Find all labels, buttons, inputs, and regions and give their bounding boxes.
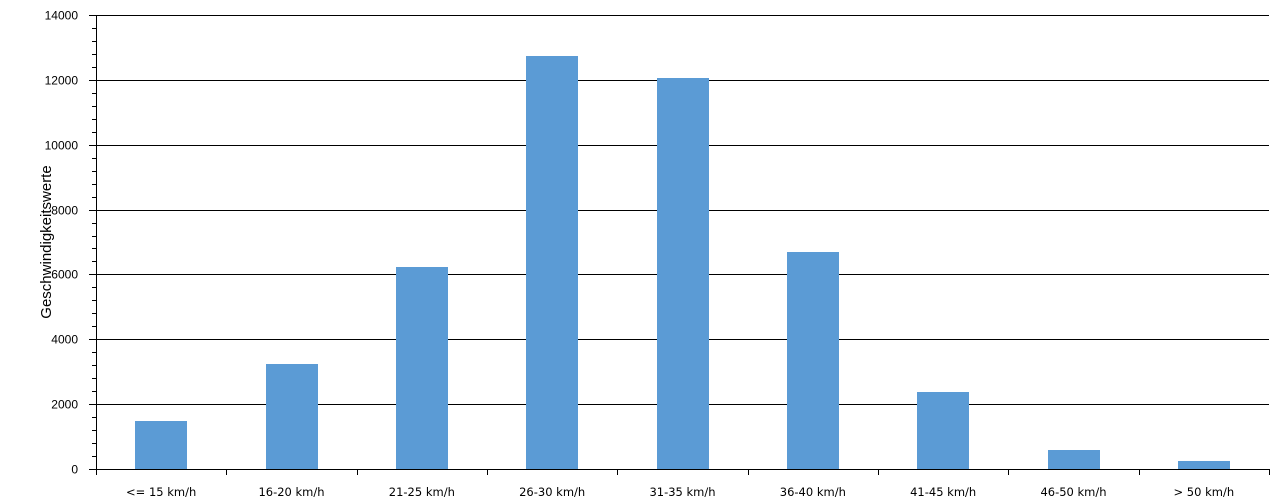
bar <box>787 252 839 469</box>
x-tick-label: 21-25 km/h <box>389 485 455 499</box>
x-tick-label: 31-35 km/h <box>649 485 715 499</box>
x-tick-label: <= 15 km/h <box>126 485 196 499</box>
y-tick-label: 0 <box>71 463 78 477</box>
x-tick-label: 36-40 km/h <box>780 485 846 499</box>
x-tick-label: 26-30 km/h <box>519 485 585 499</box>
bar <box>396 267 448 469</box>
bar <box>917 392 969 469</box>
bar <box>1048 450 1100 469</box>
bar <box>135 421 187 469</box>
x-tick-label: 41-45 km/h <box>910 485 976 499</box>
y-tick-label: 8000 <box>51 204 78 218</box>
bars <box>135 56 1230 469</box>
x-tick-label: 16-20 km/h <box>258 485 324 499</box>
y-tick-label: 2000 <box>51 398 78 412</box>
y-tick-label: 6000 <box>51 268 78 282</box>
x-axis: <= 15 km/h 16-20 km/h 21-25 km/h 26-30 km/h… <box>96 469 1270 499</box>
x-tick-label: 46-50 km/h <box>1040 485 1106 499</box>
x-tick-label: > 50 km/h <box>1174 485 1235 499</box>
y-axis: 0 2000 4000 6000 8000 10000 12000 14000 <box>45 9 97 477</box>
y-tick-label: 4000 <box>51 333 78 347</box>
bar <box>526 56 578 469</box>
y-axis-title: Geschwindigkeitswerte <box>38 165 55 318</box>
bar <box>1178 461 1230 469</box>
y-tick-label: 12000 <box>45 74 79 88</box>
bar <box>266 364 318 469</box>
y-tick-label: 10000 <box>45 139 79 153</box>
y-tick-label: 14000 <box>45 9 79 23</box>
bar <box>657 78 709 469</box>
